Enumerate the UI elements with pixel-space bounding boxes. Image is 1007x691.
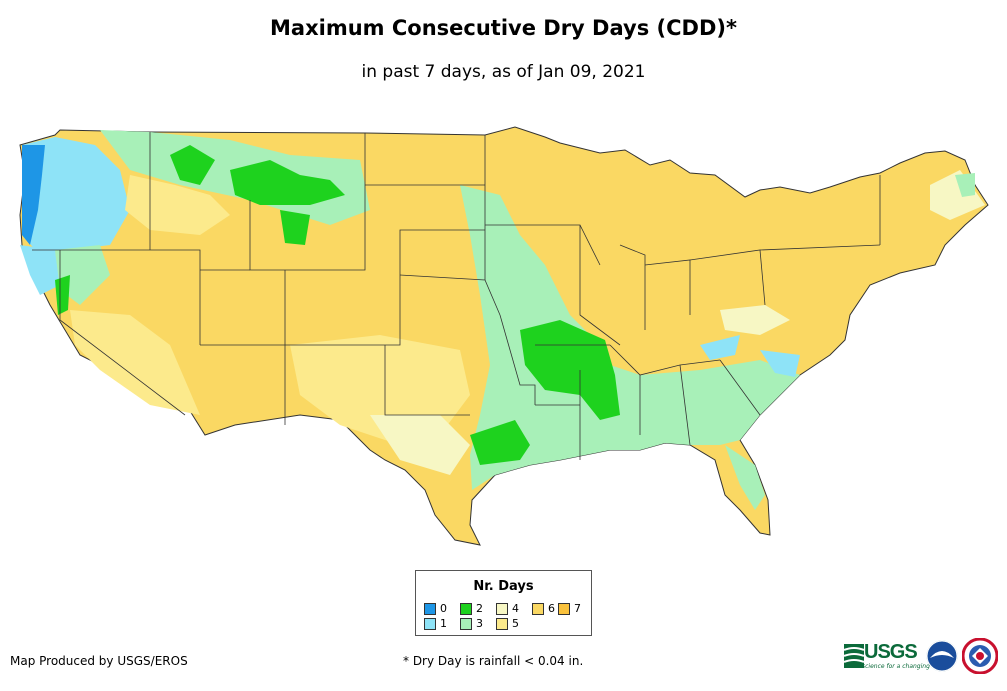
- region-florida-3day: [725, 445, 765, 510]
- region-tennessee-1day: [700, 335, 740, 360]
- legend-item-6: 6: [532, 603, 555, 615]
- legend: Nr. Days 0 2 4 6 7 1 3 5: [415, 570, 592, 636]
- legend-swatch: [496, 618, 508, 630]
- state-borders: [32, 132, 881, 460]
- region-plains-3day: [460, 185, 800, 490]
- noaa-logo: [926, 640, 958, 672]
- region-ohio-4day: [720, 305, 790, 335]
- region-norcal-2day: [55, 275, 70, 315]
- map-credit: Map Produced by USGS/EROS: [10, 654, 188, 668]
- dry-day-footnote: * Dry Day is rainfall < 0.04 in.: [403, 654, 584, 668]
- national-weather-service-logo: [962, 638, 998, 674]
- legend-swatch: [424, 618, 436, 630]
- legend-swatch: [424, 603, 436, 615]
- usgs-wordmark: USGS: [864, 641, 918, 663]
- legend-item-0: 0: [424, 603, 447, 615]
- region-idaho-4day: [125, 175, 230, 235]
- usgs-tagline: science for a changing world: [862, 663, 949, 670]
- legend-item-5: 5: [496, 618, 519, 630]
- legend-swatch: [558, 603, 570, 615]
- region-wyoming-2day: [280, 210, 310, 245]
- region-norcal-1day: [20, 245, 60, 295]
- region-easttx-2day: [470, 420, 530, 465]
- legend-title: Nr. Days: [473, 579, 534, 594]
- legend-swatch: [460, 603, 472, 615]
- legend-item-1: 1: [424, 618, 447, 630]
- legend-item-2: 2: [460, 603, 483, 615]
- region-pacific-nw-1day: [22, 137, 130, 255]
- map-subtitle: in past 7 days, as of Jan 09, 2021: [361, 62, 646, 82]
- legend-swatch: [532, 603, 544, 615]
- region-montana-2day-a: [170, 145, 215, 185]
- usgs-logo: [844, 644, 864, 668]
- us-dry-days-map: [19, 126, 989, 546]
- region-coast-0day: [22, 145, 45, 245]
- legend-item-3: 3: [460, 618, 483, 630]
- region-montana-2day-b: [230, 160, 345, 205]
- region-texas-4day: [370, 415, 470, 475]
- legend-item-7: 7: [558, 603, 581, 615]
- legend-swatch: [496, 603, 508, 615]
- region-maine-3day: [955, 173, 975, 197]
- region-carolina-1day: [760, 350, 800, 377]
- region-maine-4day: [930, 170, 985, 220]
- map-title: Maximum Consecutive Dry Days (CDD)*: [270, 16, 737, 40]
- legend-swatch: [460, 618, 472, 630]
- legend-item-4: 4: [496, 603, 519, 615]
- region-nevada-5day: [70, 310, 200, 415]
